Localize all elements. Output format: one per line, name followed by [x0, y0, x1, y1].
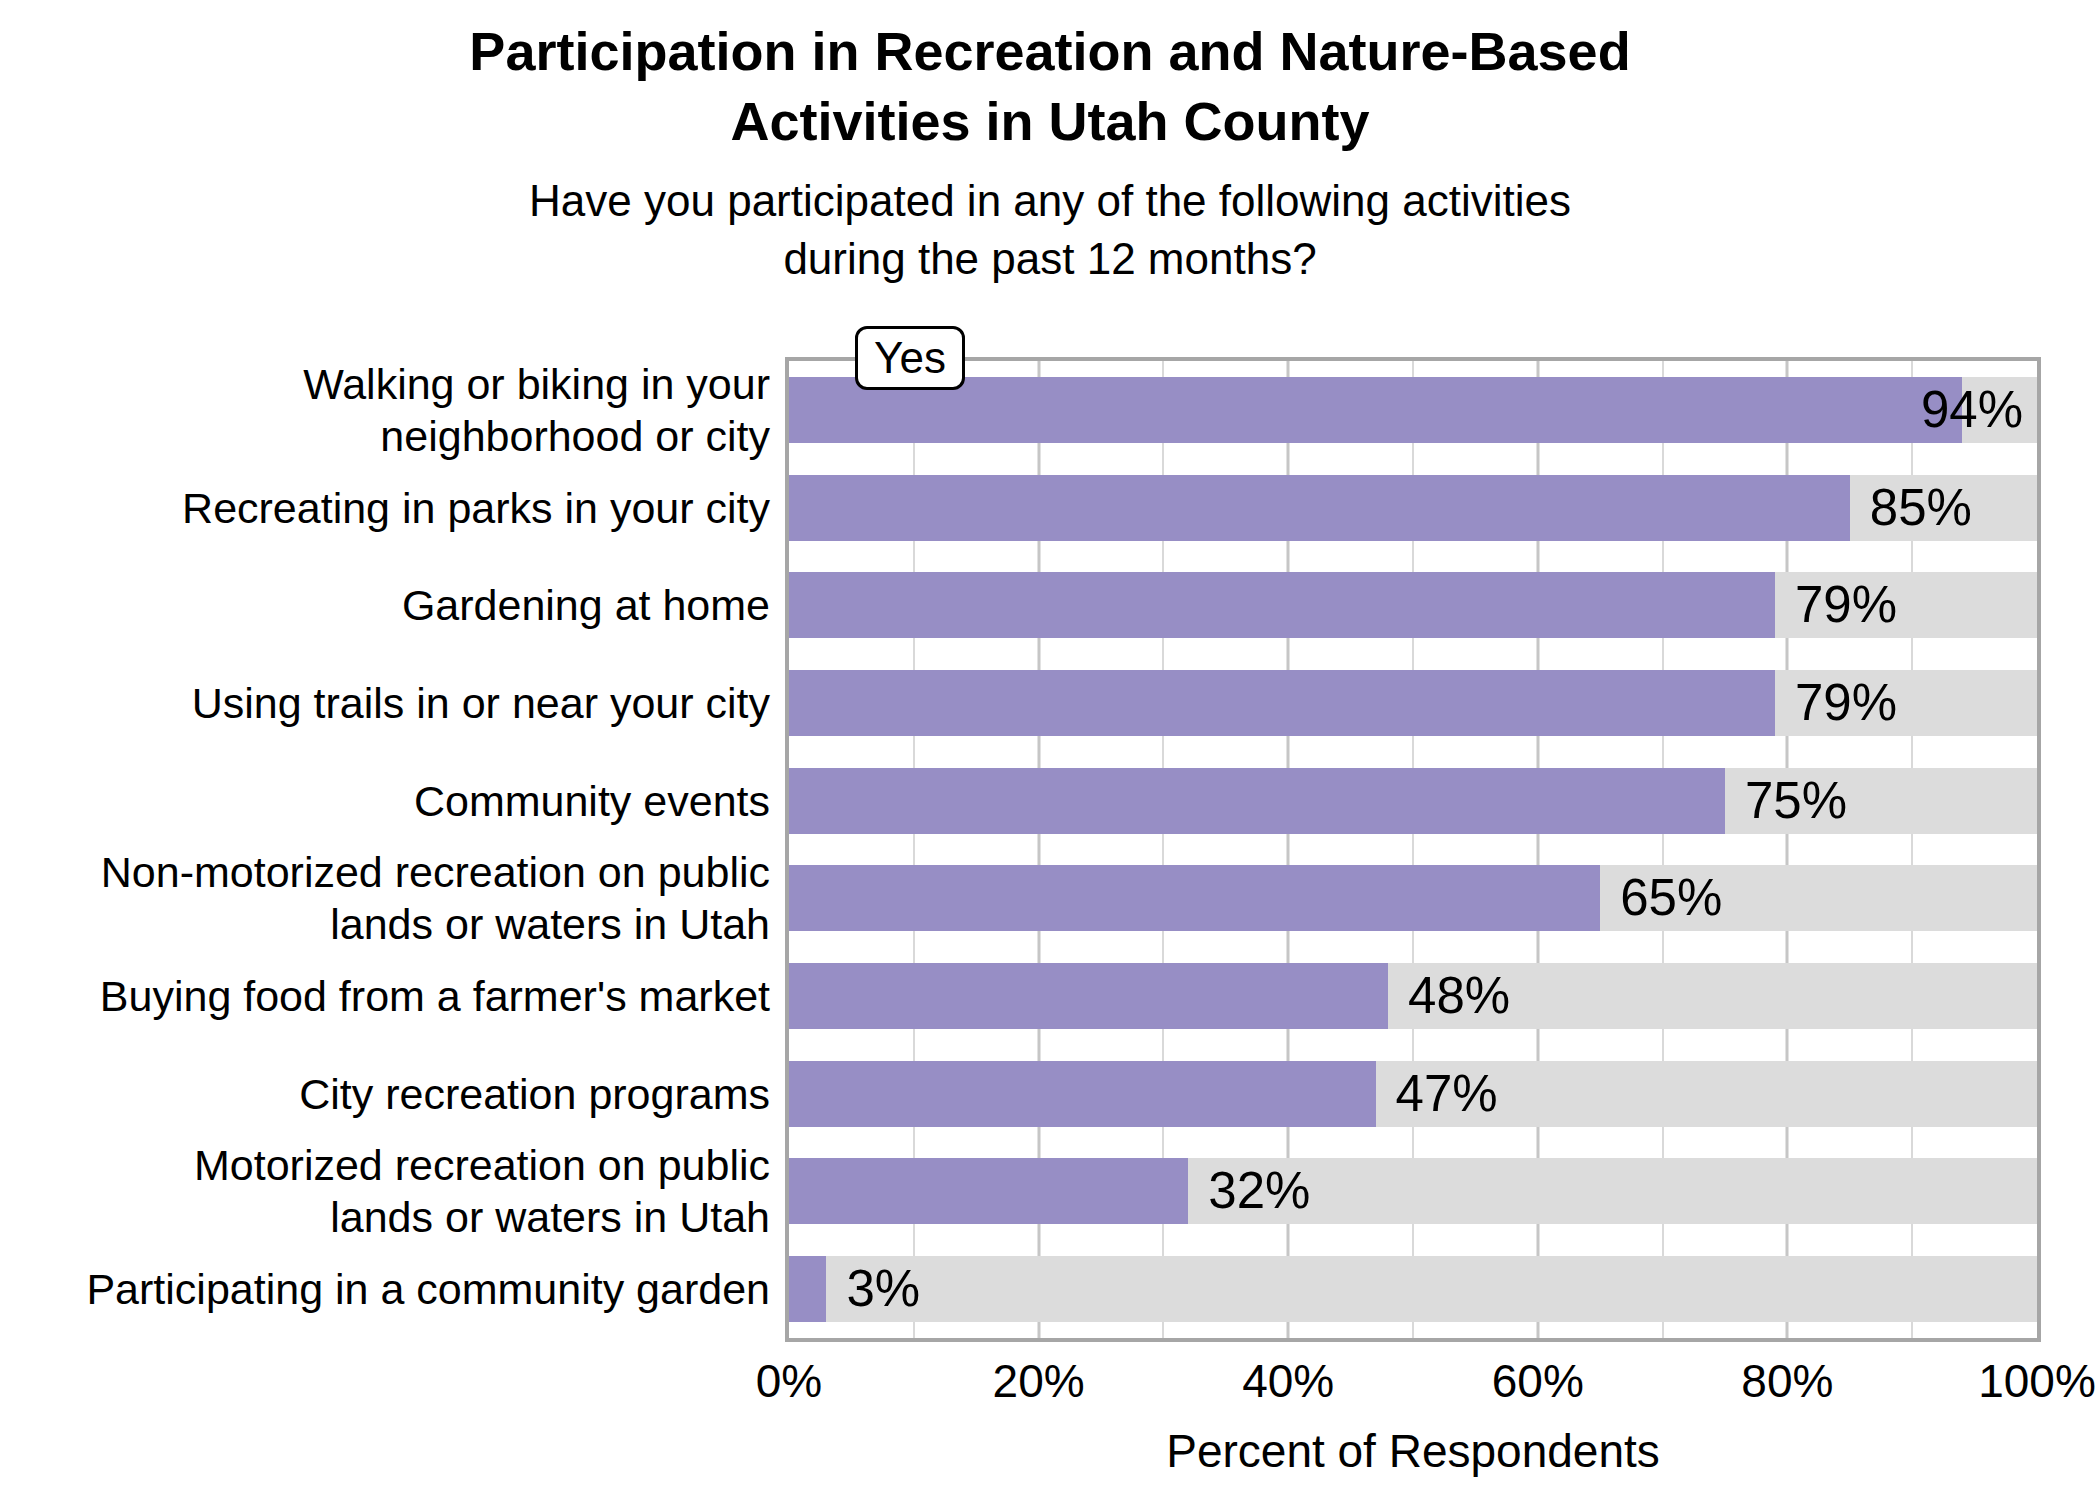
bar-fill — [789, 572, 1775, 638]
x-tick-label: 60% — [1492, 1354, 1584, 1408]
legend-yes-label: Yes — [874, 333, 946, 383]
category-label: Recreating in parks in your city — [0, 459, 770, 557]
bar-row: 3% — [789, 1240, 2037, 1338]
bar-row: 32% — [789, 1143, 2037, 1241]
category-label: Motorized recreation on public lands or … — [0, 1143, 770, 1241]
bar-track: 32% — [789, 1158, 2037, 1224]
chart-subtitle: Have you participated in any of the foll… — [0, 172, 2100, 288]
category-label: Participating in a community garden — [0, 1240, 770, 1338]
category-label: Community events — [0, 752, 770, 850]
bar-fill — [789, 377, 1962, 443]
bar-row: 48% — [789, 947, 2037, 1045]
bar-fill — [789, 670, 1775, 736]
bar-track: 94% — [789, 377, 2037, 443]
value-label: 65% — [1620, 865, 1722, 931]
chart-title: Participation in Recreation and Nature-B… — [0, 16, 2100, 156]
bar-track: 79% — [789, 670, 2037, 736]
category-label: Non-motorized recreation on public lands… — [0, 850, 770, 948]
value-label: 32% — [1208, 1158, 1310, 1224]
value-label: 3% — [846, 1256, 920, 1322]
value-label: 79% — [1795, 572, 1897, 638]
bar-track: 3% — [789, 1256, 2037, 1322]
x-tick-label: 80% — [1741, 1354, 1833, 1408]
value-label: 48% — [1408, 963, 1510, 1029]
bar-row: 65% — [789, 850, 2037, 948]
category-label: Using trails in or near your city — [0, 654, 770, 752]
legend-yes-box: Yes — [855, 326, 965, 390]
bar-fill — [789, 865, 1600, 931]
bar-row: 75% — [789, 752, 2037, 850]
bar-row: 47% — [789, 1045, 2037, 1143]
bar-track: 75% — [789, 768, 2037, 834]
value-label: 79% — [1795, 670, 1897, 736]
bar-track: 85% — [789, 475, 2037, 541]
x-tick-label: 100% — [1978, 1354, 2096, 1408]
x-tick-label: 0% — [756, 1354, 822, 1408]
chart-canvas: Participation in Recreation and Nature-B… — [0, 0, 2100, 1499]
bar-row: 94% — [789, 361, 2037, 459]
bar-fill — [789, 1256, 826, 1322]
x-axis-ticks: 0%20%40%60%80%100% — [789, 1354, 2037, 1404]
bar-track: 79% — [789, 572, 2037, 638]
category-label: City recreation programs — [0, 1045, 770, 1143]
value-label: 94% — [1921, 377, 2023, 443]
category-axis: Walking or biking in your neighborhood o… — [0, 361, 770, 1338]
bar-fill — [789, 768, 1725, 834]
value-label: 85% — [1870, 475, 1972, 541]
bar-track: 48% — [789, 963, 2037, 1029]
x-tick-label: 20% — [993, 1354, 1085, 1408]
bar-fill — [789, 1158, 1188, 1224]
category-label: Gardening at home — [0, 556, 770, 654]
bar-track: 47% — [789, 1061, 2037, 1127]
value-label: 75% — [1745, 768, 1847, 834]
bar-row: 85% — [789, 459, 2037, 557]
category-label: Buying food from a farmer's market — [0, 947, 770, 1045]
bar-track: 65% — [789, 865, 2037, 931]
bar-fill — [789, 475, 1850, 541]
x-axis-title: Percent of Respondents — [785, 1424, 2041, 1478]
bar-fill — [789, 1061, 1376, 1127]
bar-fill — [789, 963, 1388, 1029]
value-label: 47% — [1396, 1061, 1498, 1127]
category-label: Walking or biking in your neighborhood o… — [0, 361, 770, 459]
plot-panel: 94% 85% 79% 79% 75% 65% 48% 47% 32% 3% — [785, 357, 2041, 1342]
x-tick-label: 40% — [1242, 1354, 1334, 1408]
bar-row: 79% — [789, 556, 2037, 654]
bar-row: 79% — [789, 654, 2037, 752]
